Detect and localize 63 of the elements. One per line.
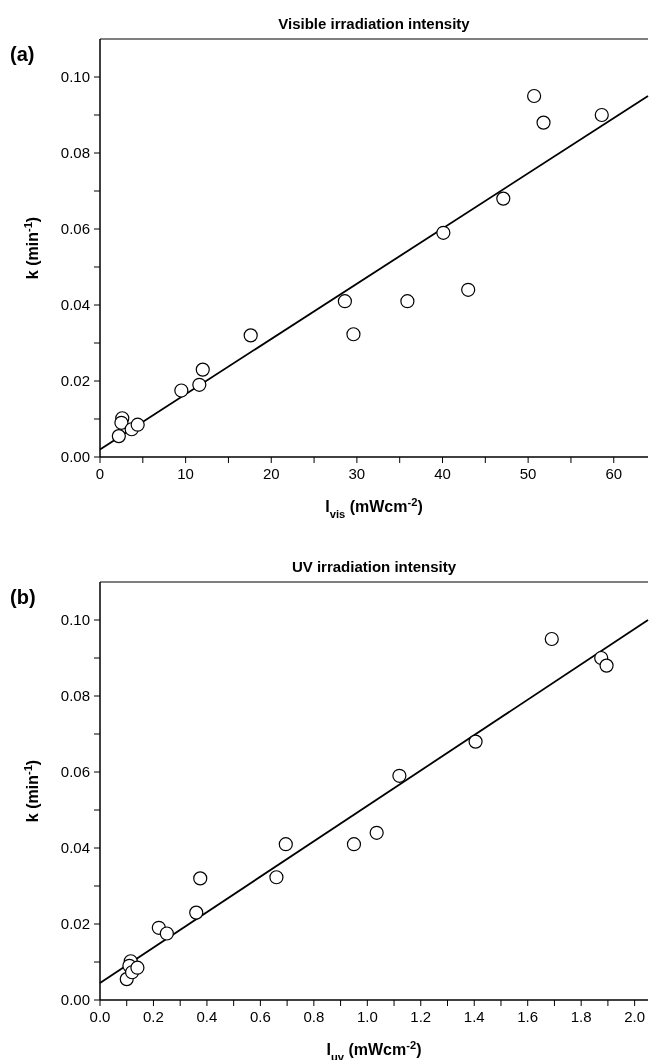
x-axis-title: I$_{vis}$ (mWcm$^{-2}$)	[325, 496, 423, 520]
x-tick-label: 1.6	[517, 1008, 539, 1025]
y-tick-label: 0.08	[60, 687, 90, 704]
point	[599, 658, 614, 673]
y-tick-label: 0.00	[60, 991, 90, 1008]
x-tick-label: 30	[348, 465, 366, 482]
point	[193, 871, 208, 886]
point	[130, 960, 145, 975]
x-tick-label: 0	[95, 465, 105, 482]
x-tick-label: 1.2	[410, 1008, 432, 1025]
point	[269, 870, 284, 885]
y-tick-label: 0.06	[60, 763, 90, 780]
point	[192, 377, 207, 392]
point	[436, 225, 451, 240]
point	[243, 328, 258, 343]
y-tick-label: 0.02	[60, 372, 90, 389]
point	[159, 926, 174, 941]
point	[496, 191, 511, 206]
x-tick-label: 1.4	[463, 1008, 485, 1025]
point	[346, 837, 362, 852]
point	[111, 429, 126, 444]
point	[544, 631, 559, 647]
y-tick-label: 0.10	[60, 611, 90, 628]
y-tick-label: 0.00	[60, 448, 90, 465]
point	[527, 88, 542, 104]
x-tick-label: 0.6	[249, 1008, 271, 1025]
x-tick-label: 2.0	[624, 1008, 646, 1025]
y-tick-label: 0.02	[60, 915, 90, 932]
y-tick-label: 0.08	[60, 144, 90, 161]
x-tick-label: 0.2	[143, 1008, 164, 1025]
y-tick-label: 0.04	[60, 839, 90, 856]
x-tick-label: 0.0	[89, 1008, 111, 1025]
x-tick-label: 0.4	[196, 1008, 218, 1025]
point	[468, 734, 483, 749]
point	[594, 107, 609, 123]
point	[337, 294, 352, 309]
point	[174, 383, 189, 398]
x-tick-label: 50	[519, 465, 537, 482]
text: (a)	[10, 43, 35, 65]
point	[536, 115, 551, 130]
point	[392, 768, 407, 783]
point	[130, 417, 145, 432]
x-tick-label: 1.0	[356, 1008, 378, 1025]
x-tick-label: 60	[605, 465, 623, 482]
point	[346, 327, 361, 342]
point	[400, 294, 415, 309]
chart-title: Visible irradiation intensity	[278, 15, 471, 32]
point	[189, 905, 204, 920]
point	[278, 837, 293, 852]
x-tick-label: 1.8	[570, 1008, 592, 1025]
y-tick-label: 0.10	[60, 68, 90, 85]
point	[461, 282, 476, 297]
point	[195, 362, 210, 377]
x-tick-label: 20	[262, 465, 280, 482]
point	[114, 415, 129, 430]
y-tick-label: 0.06	[60, 220, 90, 237]
chart-title: UV irradiation intensity	[291, 558, 457, 575]
y-tick-label: 0.04	[60, 296, 90, 313]
point	[369, 825, 384, 840]
x-tick-label: 10	[177, 465, 194, 482]
text: (b)	[10, 586, 36, 608]
x-tick-label: 40	[434, 465, 451, 482]
x-tick-label: 0.8	[303, 1008, 325, 1025]
